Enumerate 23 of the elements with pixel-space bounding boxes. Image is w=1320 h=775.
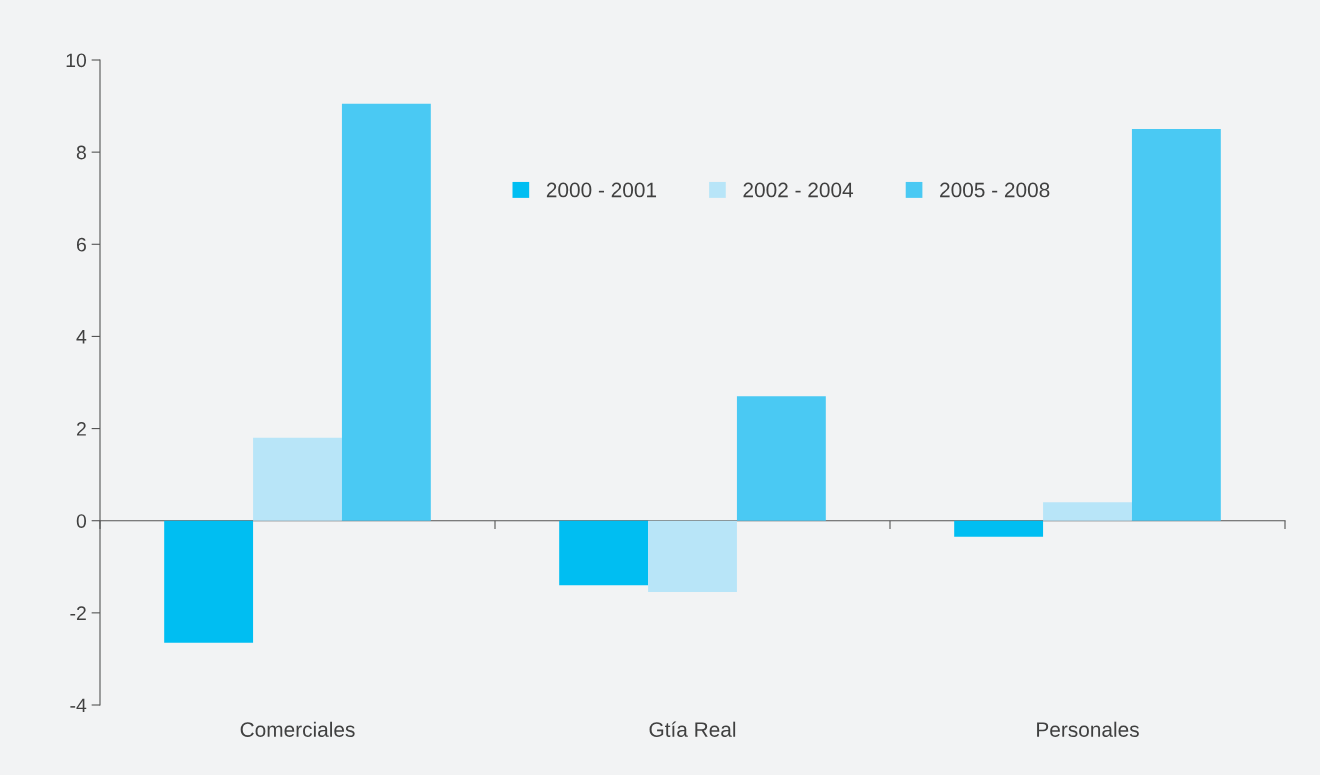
y-tick-label: 8	[76, 145, 86, 160]
legend-label: 2000 - 2001	[546, 182, 657, 198]
bar	[164, 520, 254, 643]
bar	[1131, 129, 1221, 521]
x-tick-label: Personales	[1037, 721, 1139, 737]
y-tick-label: 0	[76, 514, 87, 528]
x-tick-label: Comerciales	[240, 721, 355, 737]
bar	[341, 103, 431, 521]
bar	[559, 520, 649, 586]
y-tick-label: 6	[76, 237, 86, 252]
bar	[954, 520, 1044, 537]
bar	[736, 396, 826, 521]
legend-label: 2005 - 2008	[940, 182, 1050, 198]
y-tick-label: 4	[76, 330, 87, 344]
y-tick-label: 10	[66, 53, 87, 68]
y-tick-label: 2	[76, 422, 86, 436]
bar	[648, 520, 737, 593]
bar	[1043, 502, 1132, 521]
bar	[253, 437, 342, 521]
x-tick-label: Gtía Real	[649, 721, 736, 737]
legend-label: 2002 - 2004	[743, 182, 854, 198]
y-tick-label: -2	[70, 606, 86, 620]
y-tick-label: -4	[70, 698, 87, 713]
